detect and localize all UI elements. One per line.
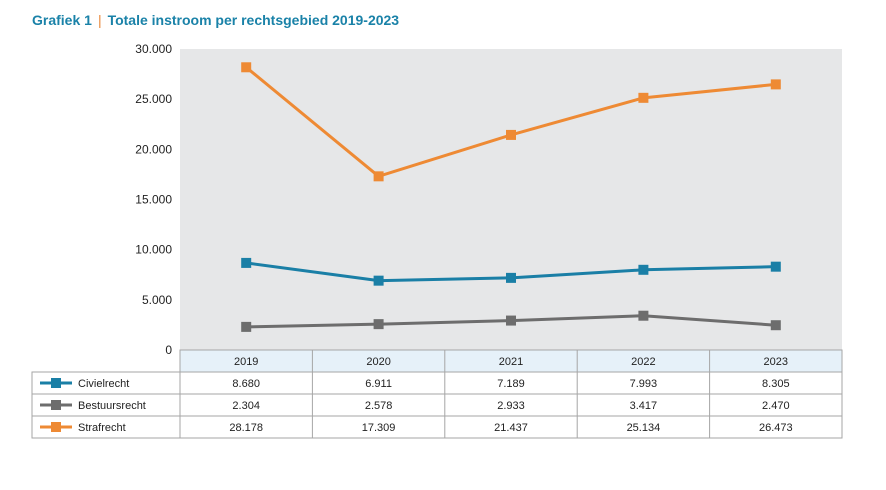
x-tick-label-2020: 2020 <box>366 356 390 368</box>
x-tick-label-2023: 2023 <box>764 356 788 368</box>
data-label-civielrecht-2023: 8.305 <box>762 378 790 390</box>
data-point-civielrecht-2023 <box>770 261 781 272</box>
y-tick-label-1: 5.000 <box>142 293 172 307</box>
chart-number: Grafiek 1 <box>32 12 92 28</box>
data-label-bestuursrecht-2019: 2.304 <box>232 400 260 412</box>
legend-label-civielrecht: Civielrecht <box>78 378 129 390</box>
x-tick-label-2019: 2019 <box>234 356 258 368</box>
y-tick-label-5: 25.000 <box>135 92 172 106</box>
data-point-bestuursrecht-2022 <box>638 310 649 321</box>
table-row-civielrecht <box>31 371 843 395</box>
title-separator: | <box>97 12 102 28</box>
data-label-bestuursrecht-2023: 2.470 <box>762 400 790 412</box>
legend-label-bestuursrecht: Bestuursrecht <box>78 400 146 412</box>
data-label-civielrecht-2020: 6.911 <box>365 378 392 390</box>
data-point-strafrecht-2019 <box>241 62 252 73</box>
data-label-bestuursrecht-2022: 3.417 <box>630 400 658 412</box>
chart-title-text: Totale instroom per rechtsgebied 2019-20… <box>107 12 400 28</box>
table-row-strafrecht <box>31 415 843 439</box>
y-tick-label-6: 30.000 <box>135 42 172 56</box>
y-tick-label-2: 10.000 <box>135 243 172 257</box>
x-tick-label-2022: 2022 <box>631 356 655 368</box>
x-tick-label-2021: 2021 <box>499 356 523 368</box>
table-row-bestuursrecht <box>31 393 843 417</box>
data-point-civielrecht-2019 <box>241 257 252 268</box>
data-point-bestuursrecht-2020 <box>373 319 384 330</box>
data-point-civielrecht-2022 <box>638 264 649 275</box>
y-tick-label-3: 15.000 <box>135 193 172 207</box>
data-point-bestuursrecht-2019 <box>241 321 252 332</box>
legend-marker-civielrecht <box>51 378 61 388</box>
chart-title: Grafiek 1 | Totale instroom per rechtsgebi… <box>32 12 399 28</box>
data-point-strafrecht-2021 <box>506 129 516 140</box>
data-point-strafrecht-2023 <box>770 79 781 90</box>
legend-marker-bestuursrecht <box>51 400 61 410</box>
data-point-civielrecht-2020 <box>373 275 384 286</box>
data-label-strafrecht-2020: 17.309 <box>362 422 396 434</box>
data-table: 2019 2020 2021 2022 2023 Civielrecht 8.680 6.91… <box>31 349 843 439</box>
data-point-civielrecht-2021 <box>506 272 516 283</box>
data-point-bestuursrecht-2021 <box>506 315 516 326</box>
data-point-strafrecht-2020 <box>373 171 384 182</box>
legend-marker-strafrecht <box>51 422 61 432</box>
data-point-strafrecht-2022 <box>638 92 649 103</box>
data-label-bestuursrecht-2021: 2.933 <box>497 400 525 412</box>
data-label-strafrecht-2023: 26.473 <box>759 422 793 434</box>
data-label-strafrecht-2019: 28.178 <box>229 422 263 434</box>
data-label-civielrecht-2019: 8.680 <box>232 378 260 390</box>
legend-label-strafrecht: Strafrecht <box>78 422 126 434</box>
plot-background <box>180 49 842 350</box>
y-axis: 0 5.000 10.000 15.000 20.000 25.000 30.000 <box>135 42 172 357</box>
data-label-strafrecht-2021: 21.437 <box>494 422 528 434</box>
data-label-civielrecht-2021: 7.189 <box>497 378 525 390</box>
data-point-bestuursrecht-2023 <box>770 320 781 331</box>
data-label-bestuursrecht-2020: 2.578 <box>365 400 393 412</box>
y-tick-label-0: 0 <box>165 343 172 357</box>
series-lines <box>241 62 781 332</box>
y-tick-label-4: 20.000 <box>135 142 172 156</box>
plot-area <box>180 49 842 350</box>
data-label-civielrecht-2022: 7.993 <box>630 378 658 390</box>
data-label-strafrecht-2022: 25.134 <box>627 422 661 434</box>
